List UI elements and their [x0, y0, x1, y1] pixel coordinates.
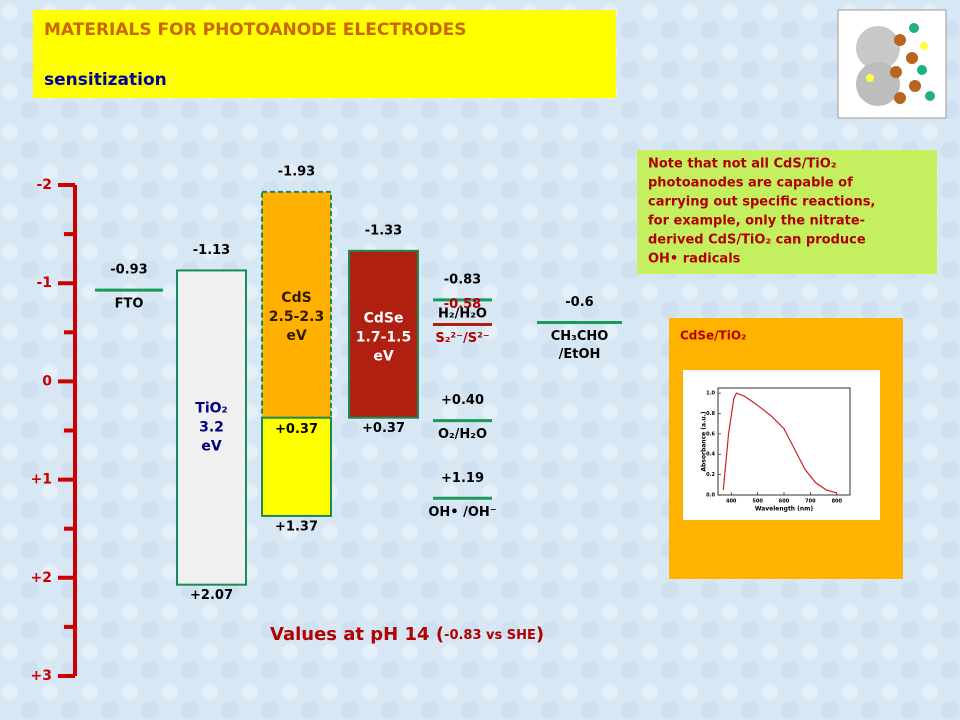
- split-label: +0.37: [275, 422, 318, 437]
- bottom-label: +1.37: [275, 519, 318, 534]
- band-label: eV: [286, 328, 306, 344]
- note-line: for example, only the nitrate-: [648, 214, 865, 229]
- inset-x-tick-label: 800: [832, 499, 843, 505]
- note-line: photoanodes are capable of: [648, 176, 853, 191]
- inset-x-tick-label: 400: [726, 499, 737, 505]
- inset-y-tick-label: 0.2: [706, 472, 715, 478]
- note-box: [637, 150, 937, 274]
- title: MATERIALS FOR PHOTOANODE ELECTRODES: [44, 20, 466, 40]
- inset-x-tick-label: 600: [779, 499, 790, 505]
- footer-text: Values at pH 14 (: [270, 624, 444, 645]
- inset-y-tick-label: 0.6: [706, 431, 715, 437]
- inset-title: CdSe/TiO₂: [680, 329, 746, 343]
- band-label: CdS: [281, 290, 311, 306]
- footer-text: ): [536, 624, 544, 645]
- note-line: Note that not all CdS/TiO₂: [648, 157, 837, 172]
- title-box: [33, 10, 616, 98]
- top-label: -1.33: [365, 223, 402, 238]
- level-name: FTO: [115, 297, 144, 312]
- level-name: S₂²⁻/S²⁻: [435, 331, 489, 346]
- band-label: eV: [201, 439, 221, 455]
- band-label: 2.5-2.3: [269, 309, 324, 325]
- level-value: -0.58: [444, 297, 481, 312]
- level-name: H₂/H₂O: [438, 306, 487, 321]
- band-upper: [261, 190, 332, 419]
- inset-x-label: Wavelength (nm): [755, 506, 814, 513]
- inset-x-tick-label: 500: [752, 499, 763, 505]
- level-value: +1.19: [441, 471, 484, 486]
- subtitle: sensitization: [44, 70, 167, 90]
- level-value: +0.40: [441, 393, 484, 408]
- band: [176, 269, 247, 586]
- bottom-label: +0.37: [362, 421, 405, 436]
- top-label: -1.13: [193, 243, 230, 258]
- footer-note: -0.83 vs SHE: [444, 628, 536, 643]
- tick-label: +3: [31, 668, 52, 684]
- tick-label: +1: [31, 472, 52, 488]
- inset-y-label: Absorbance (a.u.): [701, 411, 708, 472]
- absorbance-curve: [722, 392, 837, 494]
- bottom-label: +2.07: [190, 588, 233, 603]
- level-value: -0.93: [110, 263, 147, 278]
- level-name: OH• /OH⁻: [428, 505, 496, 520]
- band-label: 1.7-1.5: [356, 329, 411, 345]
- inset-x-tick-label: 700: [805, 499, 816, 505]
- band-label: TiO₂: [195, 401, 227, 417]
- level-value: -0.83: [444, 272, 481, 287]
- note-line: OH• radicals: [648, 252, 741, 267]
- band-label: CdSe: [364, 310, 404, 326]
- tick-label: 0: [42, 373, 52, 389]
- icon: [837, 9, 947, 119]
- tick-label: -1: [36, 275, 52, 291]
- level-name: O₂/H₂O: [438, 427, 487, 442]
- inset-y-tick-label: 1.0: [706, 391, 715, 397]
- band: [348, 249, 419, 419]
- top-label: -1.93: [278, 164, 315, 179]
- inset-y-tick-label: 0.8: [706, 411, 715, 417]
- inset-y-tick-label: 0.4: [706, 452, 715, 458]
- footer: Values at pH 14 (-0.83 vs SHE): [270, 624, 544, 645]
- level-name: CH₃CHO: [551, 329, 609, 344]
- note-line: carrying out specific reactions,: [648, 195, 875, 210]
- tick-label: -2: [36, 177, 52, 193]
- band-lower: [261, 416, 332, 517]
- level-value: -0.6: [565, 295, 593, 310]
- inset-y-tick-label: 0.0: [706, 493, 715, 499]
- tick-label: +2: [31, 570, 52, 586]
- band-label: 3.2: [199, 420, 224, 436]
- note-line: derived CdS/TiO₂ can produce: [648, 233, 866, 248]
- level-name: /EtOH: [559, 347, 601, 362]
- band-label: eV: [373, 348, 393, 364]
